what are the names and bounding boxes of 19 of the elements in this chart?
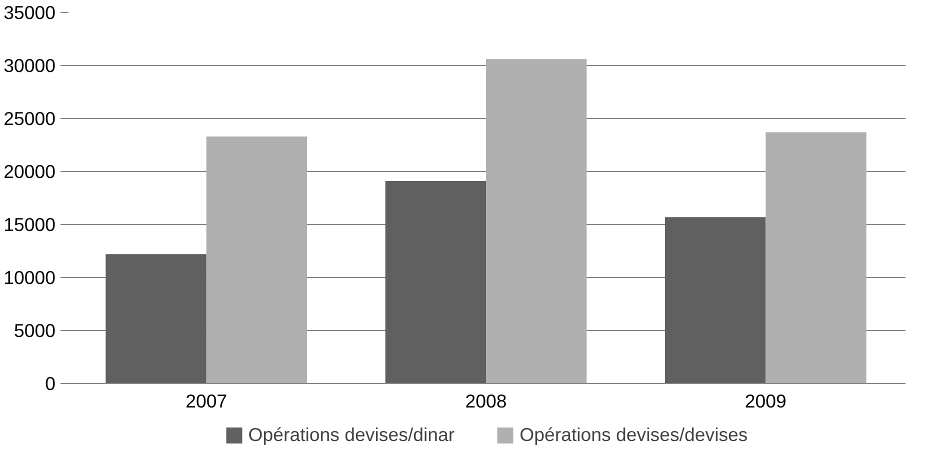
y-tick-label: 30000 — [4, 55, 56, 76]
legend-label: Opérations devises/dinar — [248, 424, 455, 446]
x-tick-label: 2008 — [465, 390, 507, 412]
x-tick-label: 2007 — [186, 390, 228, 412]
y-tick-label: 0 — [45, 373, 56, 394]
legend-label: Opérations devises/devises — [520, 424, 748, 446]
bar — [664, 217, 766, 384]
bar — [486, 59, 587, 384]
bar — [206, 136, 308, 384]
y-tick-label: 20000 — [4, 161, 56, 182]
x-tick-label: 2009 — [744, 390, 786, 412]
bar — [766, 132, 866, 384]
y-tick-label: 15000 — [4, 214, 56, 235]
bar — [106, 254, 206, 384]
bar — [385, 181, 486, 384]
y-tick-label: 10000 — [4, 267, 56, 288]
y-tick-label: 25000 — [4, 108, 56, 129]
y-tick-label: 5000 — [14, 320, 56, 341]
y-tick-label: 35000 — [4, 2, 56, 23]
